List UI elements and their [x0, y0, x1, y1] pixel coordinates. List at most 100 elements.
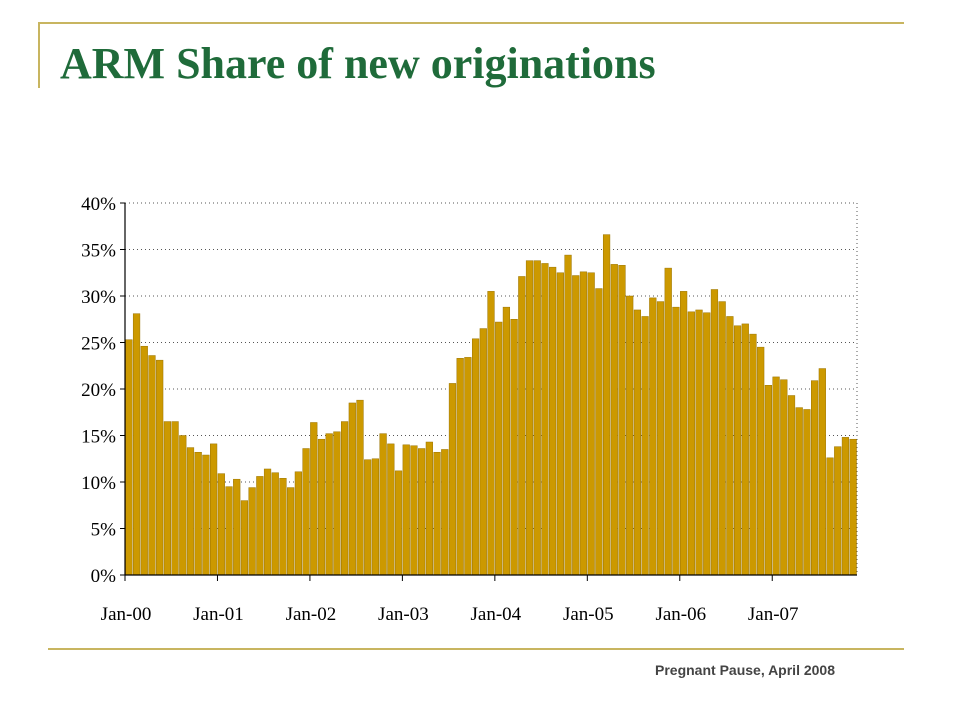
- bar: [371, 458, 380, 576]
- bar: [225, 486, 233, 576]
- bar: [186, 447, 195, 576]
- bar: [595, 288, 603, 576]
- bar: [780, 379, 788, 576]
- bar: [525, 260, 534, 576]
- bar: [764, 385, 772, 576]
- x-tick-label: Jan-02: [286, 604, 337, 625]
- bar: [572, 275, 580, 576]
- bar: [317, 438, 326, 576]
- bar: [733, 325, 742, 576]
- bar: [302, 448, 310, 576]
- bar: [564, 254, 572, 576]
- bar: [633, 309, 642, 576]
- bar: [672, 306, 680, 576]
- y-tick-label: 40%: [81, 194, 116, 215]
- x-tick-label: Jan-05: [563, 604, 614, 625]
- bar: [687, 311, 695, 576]
- bar: [279, 478, 287, 576]
- bar: [210, 443, 218, 576]
- bar: [240, 500, 249, 576]
- bar: [803, 409, 811, 576]
- bar: [718, 301, 726, 576]
- bar: [726, 316, 734, 576]
- slide-title: ARM Share of new originations: [60, 39, 656, 88]
- bar: [256, 476, 264, 576]
- bar: [441, 449, 449, 576]
- bar: [479, 328, 487, 576]
- bar: [171, 421, 179, 576]
- bar: [356, 399, 364, 576]
- x-tick-label: Jan-07: [748, 604, 799, 625]
- bar: [618, 265, 626, 576]
- bar: [394, 470, 403, 576]
- bar: [757, 346, 765, 576]
- y-tick-label: 5%: [91, 520, 117, 541]
- bar: [656, 301, 665, 576]
- bar: [448, 383, 457, 576]
- bar: [841, 437, 850, 576]
- bar: [641, 316, 649, 576]
- bar: [772, 376, 780, 576]
- bar: [271, 472, 279, 576]
- bar: [425, 441, 433, 576]
- bar: [340, 421, 349, 576]
- slide-footer: Pregnant Pause, April 2008: [655, 662, 835, 678]
- y-tick-label: 35%: [81, 241, 116, 262]
- bar: [541, 263, 549, 576]
- x-tick-label: Jan-03: [378, 604, 429, 625]
- x-tick-label: Jan-04: [471, 604, 522, 625]
- y-tick-label: 15%: [81, 427, 116, 448]
- bar: [402, 444, 410, 576]
- bar: [710, 289, 719, 576]
- bar: [818, 368, 826, 576]
- y-tick-label: 10%: [81, 473, 116, 494]
- bar: [156, 359, 164, 576]
- x-tick-label: Jan-00: [101, 604, 152, 625]
- bar: [348, 402, 356, 576]
- bar: [163, 421, 171, 576]
- bar: [680, 291, 688, 576]
- bar: [294, 471, 302, 576]
- y-tick-label: 0%: [91, 566, 117, 587]
- bar: [664, 267, 672, 576]
- bar: [132, 313, 141, 576]
- bar: [233, 478, 241, 576]
- bar: [610, 264, 618, 576]
- bar: [125, 339, 133, 576]
- bar: [202, 454, 210, 576]
- bar: [587, 272, 595, 576]
- y-tick-label: 20%: [81, 380, 116, 401]
- x-tick-label: Jan-01: [193, 604, 244, 625]
- bar: [433, 451, 441, 576]
- bar: [649, 297, 657, 576]
- bar: [194, 451, 202, 576]
- y-tick-label: 25%: [81, 334, 116, 355]
- bar: [787, 395, 796, 576]
- bar: [602, 234, 611, 576]
- bar: [826, 457, 834, 576]
- bar: [811, 380, 819, 576]
- bar: [263, 468, 272, 576]
- bar: [741, 323, 749, 576]
- bar: [703, 312, 711, 576]
- bar: [179, 435, 187, 576]
- bar: [325, 433, 333, 576]
- bar: [456, 358, 464, 576]
- bottom-rule: [48, 648, 904, 650]
- bar: [510, 319, 518, 576]
- bar: [418, 448, 426, 576]
- bar: [795, 407, 803, 576]
- bar: [626, 295, 634, 576]
- left-rule: [38, 22, 40, 88]
- bar: [379, 433, 387, 576]
- bar: [487, 291, 495, 576]
- bar: [471, 338, 480, 576]
- bar: [495, 321, 503, 576]
- bar: [834, 446, 842, 576]
- bar: [310, 422, 318, 576]
- bar: [518, 276, 526, 576]
- bar: [579, 271, 588, 576]
- bar: [364, 459, 372, 576]
- bar: [410, 445, 418, 576]
